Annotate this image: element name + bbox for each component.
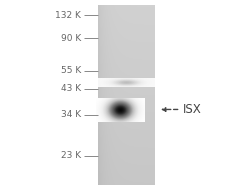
Text: 55 K: 55 K <box>61 66 81 75</box>
Text: 43 K: 43 K <box>61 84 81 93</box>
Text: 90 K: 90 K <box>61 34 81 43</box>
Text: 23 K: 23 K <box>61 151 81 160</box>
Text: 34 K: 34 K <box>61 110 81 119</box>
Text: 132 K: 132 K <box>55 11 81 20</box>
Text: ISX: ISX <box>183 103 202 116</box>
